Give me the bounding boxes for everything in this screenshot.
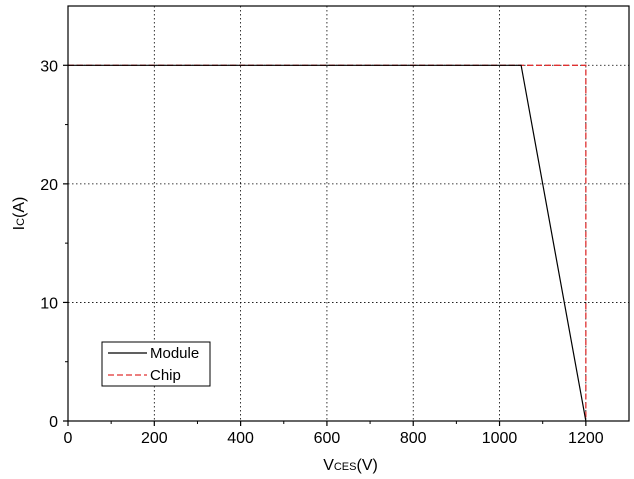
x-tick-label: 400 (227, 430, 254, 447)
plot-frame (67, 5, 630, 422)
legend: Module Chip (101, 341, 211, 387)
legend-box (101, 341, 211, 387)
x-axis-title-suffix: (V) (356, 457, 377, 474)
y-axis-title-suffix: (A) (11, 197, 28, 218)
x-tick-label: 800 (400, 430, 427, 447)
x-axis-title: VCES(V) (323, 457, 378, 474)
y-tick-label: 20 (40, 177, 58, 194)
y-tick-label: 30 (40, 58, 58, 75)
y-axis-title-main: I (11, 226, 28, 230)
y-axis-title-sub: C (15, 218, 27, 226)
series-layer (68, 64, 587, 422)
tick-marks (63, 64, 587, 426)
series-line-module (68, 64, 587, 422)
legend-label-module: Module (150, 345, 199, 362)
x-axis-title-sub: CES (334, 461, 357, 473)
x-axis-title-main: V (323, 457, 334, 474)
y-tick-label: 10 (40, 295, 58, 312)
x-tick-label: 600 (314, 430, 341, 447)
x-tick-label: 200 (141, 430, 168, 447)
x-tick-label: 1000 (482, 430, 518, 447)
y-tick-labels: 0 10 20 30 (40, 58, 58, 431)
y-axis-title: IC(A) (11, 197, 28, 231)
x-tick-label: 0 (64, 430, 73, 447)
y-tick-label: 0 (49, 414, 58, 431)
legend-label-chip: Chip (150, 367, 181, 384)
x-tick-label: 1200 (568, 430, 604, 447)
x-tick-labels: 0 200 400 600 800 1000 1200 (64, 430, 604, 447)
